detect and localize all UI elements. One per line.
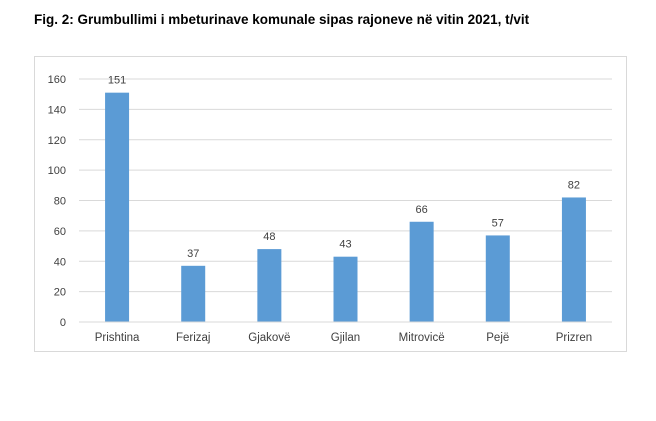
y-tick-label: 120 xyxy=(48,135,66,147)
data-label-gjakovë: 48 xyxy=(263,231,275,243)
y-axis-ticks: 0 20 40 60 80 100 120 140 160 xyxy=(48,74,66,329)
gridlines xyxy=(79,78,612,293)
y-tick-label: 40 xyxy=(54,256,66,268)
bar-ferizaj xyxy=(181,265,206,322)
y-tick-label: 80 xyxy=(54,196,66,208)
category-label-prishtina: Prishtina xyxy=(95,332,140,344)
y-tick-label: 160 xyxy=(48,74,66,86)
y-tick-label: 20 xyxy=(54,287,66,299)
bar-gjilan xyxy=(333,256,358,322)
bar-prishtina xyxy=(105,92,130,322)
data-label-gjilan: 43 xyxy=(339,239,351,251)
bar-pejë xyxy=(485,235,510,322)
category-label-mitrovicë: Mitrovicë xyxy=(399,332,445,344)
bar-prizren xyxy=(561,197,586,322)
bar-gjakovë xyxy=(257,249,282,322)
category-label-ferizaj: Ferizaj xyxy=(176,332,211,344)
bars xyxy=(105,92,586,322)
data-label-pejë: 57 xyxy=(492,217,504,229)
y-tick-label: 0 xyxy=(60,317,66,329)
y-tick-label: 60 xyxy=(54,226,66,238)
data-label-mitrovicë: 66 xyxy=(416,204,428,216)
data-label-ferizaj: 37 xyxy=(187,248,199,260)
data-label-prizren: 82 xyxy=(568,179,580,191)
figure-title: Fig. 2: Grumbullimi i mbeturinave komuna… xyxy=(34,12,530,27)
data-label-prishtina: 151 xyxy=(108,75,126,87)
y-tick-label: 140 xyxy=(48,104,66,116)
x-axis-categories: Prishtina Ferizaj Gjakovë Gjilan Mitrovicë Pe… xyxy=(95,332,592,344)
category-label-pejë: Pejë xyxy=(486,332,509,344)
category-label-gjilan: Gjilan xyxy=(331,332,360,344)
category-label-gjakovë: Gjakovë xyxy=(248,332,290,344)
category-label-prizren: Prizren xyxy=(556,332,592,344)
y-tick-label: 100 xyxy=(48,165,66,177)
chart-frame xyxy=(34,56,627,352)
bar-mitrovicë xyxy=(409,221,434,322)
data-labels: 151 37 48 43 66 57 82 xyxy=(108,75,580,260)
